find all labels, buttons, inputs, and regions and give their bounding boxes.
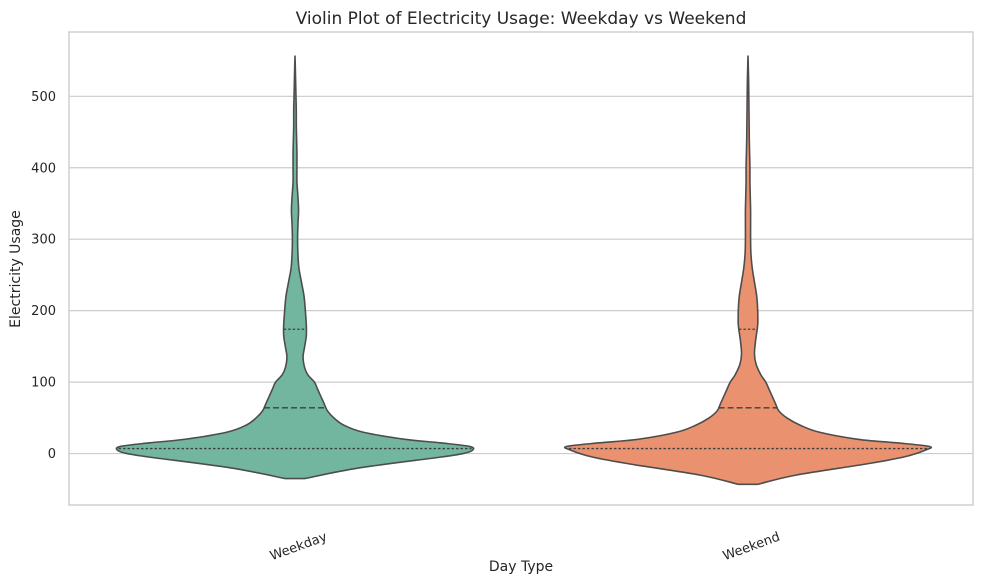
x-tick-label: Weekday [268,530,329,565]
violin-body [563,55,933,486]
x-axis-label: Day Type [489,559,553,575]
plot-frame [68,31,974,506]
violin-weekday [115,55,475,480]
y-tick-label: 0 [48,447,56,462]
y-tick-label: 100 [31,376,56,391]
violin-weekend [563,55,933,486]
grid-lines [69,95,973,455]
y-axis-label: Electricity Usage [8,210,24,328]
y-tick-label: 300 [31,233,56,248]
chart-title: Violin Plot of Electricity Usage: Weekda… [296,9,747,29]
y-tick-labels: 0 100 200 300 400 500 [31,90,56,462]
y-tick-label: 200 [31,304,56,319]
x-tick-label: Weekend [721,530,782,564]
y-tick-label: 400 [31,161,56,176]
violins [115,55,933,486]
violin-body [115,55,475,480]
y-tick-label: 500 [31,90,56,105]
